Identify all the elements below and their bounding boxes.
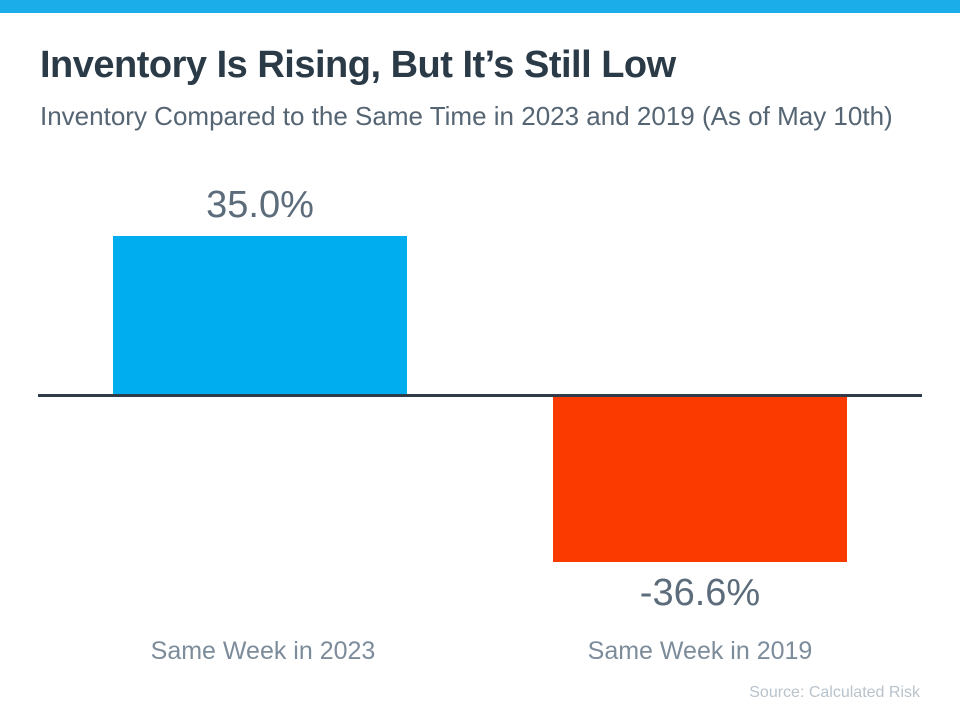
value-label-2023: 35.0% xyxy=(206,184,314,226)
page-title: Inventory Is Rising, But It’s Still Low xyxy=(40,44,676,86)
bar-2019 xyxy=(553,397,847,562)
source-credit: Source: Calculated Risk xyxy=(749,684,920,701)
page-subtitle: Inventory Compared to the Same Time in 2… xyxy=(40,101,893,131)
zero-axis-line xyxy=(38,394,922,397)
top-accent-bar xyxy=(0,0,960,13)
category-label-2019: Same Week in 2019 xyxy=(587,637,813,665)
category-label-2023: Same Week in 2023 xyxy=(150,637,376,665)
value-label-2019: -36.6% xyxy=(639,572,761,614)
bar-2023 xyxy=(113,236,407,394)
